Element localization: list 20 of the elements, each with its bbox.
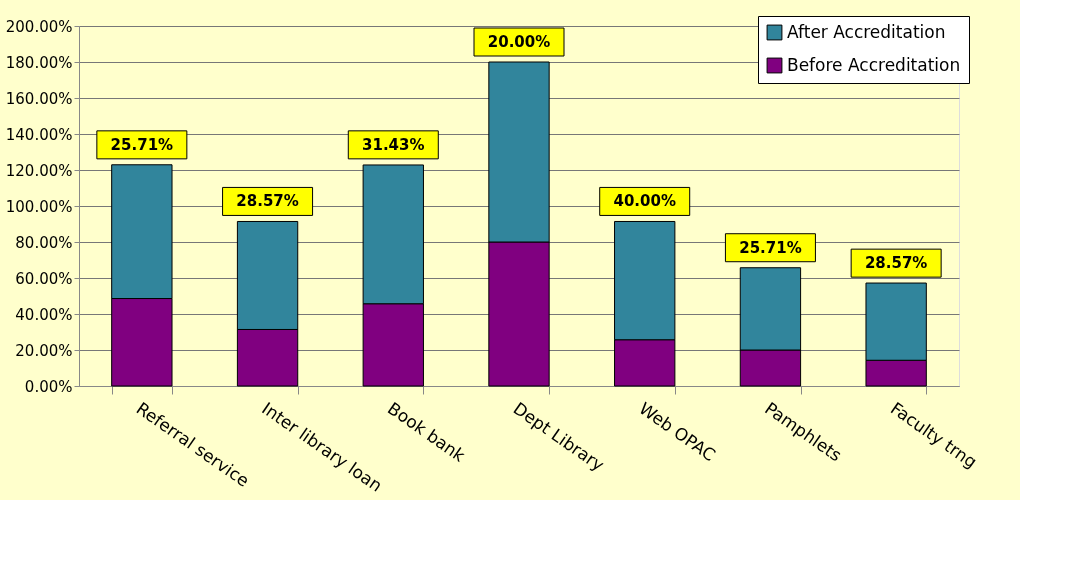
y-tick-label: 0.00% (24, 377, 73, 396)
y-tick-label: 100.00% (5, 197, 73, 216)
legend-label: After Accreditation (787, 21, 946, 42)
y-tick-label: 180.00% (5, 53, 73, 72)
y-tick-label: 120.00% (5, 161, 73, 180)
annotation: 40.00% (613, 192, 676, 211)
annotation: 25.71% (739, 238, 802, 257)
annotation: 31.43% (362, 135, 425, 154)
annotation: 28.57% (236, 192, 299, 211)
y-tick-label: 200.00% (5, 17, 73, 36)
y-tick-label: 160.00% (5, 89, 73, 108)
legend-label: Before Accreditation (787, 54, 961, 75)
y-tick-label: 20.00% (15, 341, 73, 360)
annotation: 25.71% (110, 135, 174, 154)
annotation: 20.00% (487, 33, 551, 51)
y-tick-label: 60.00% (15, 269, 73, 288)
y-tick-label: 140.00% (5, 125, 73, 144)
y-tick-label: 40.00% (15, 305, 73, 324)
y-tick-label: 80.00% (15, 233, 73, 252)
annotation: 28.57% (864, 254, 928, 273)
